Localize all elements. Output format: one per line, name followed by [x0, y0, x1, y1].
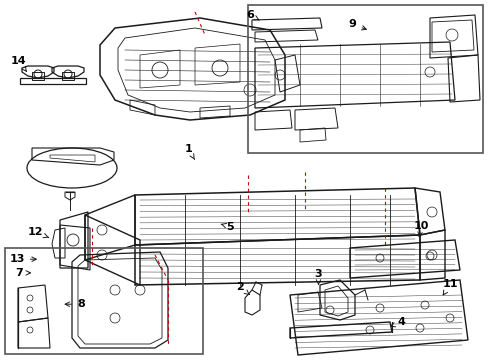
Bar [5, 248, 203, 354]
Text: 9: 9 [349, 19, 367, 30]
Text: 12: 12 [27, 227, 49, 238]
Text: 1: 1 [185, 144, 195, 159]
Text: 13: 13 [9, 254, 36, 264]
Text: 5: 5 [221, 222, 234, 232]
Text: 3: 3 [315, 269, 322, 284]
Text: 7: 7 [16, 268, 30, 278]
Text: 2: 2 [236, 282, 249, 294]
Text: 10: 10 [414, 221, 429, 237]
Text: 14: 14 [11, 56, 26, 71]
Text: 8: 8 [65, 299, 85, 309]
Text: 4: 4 [391, 317, 406, 327]
Bar [248, 5, 483, 153]
Text: 6: 6 [246, 10, 259, 20]
Text: 11: 11 [443, 279, 459, 295]
